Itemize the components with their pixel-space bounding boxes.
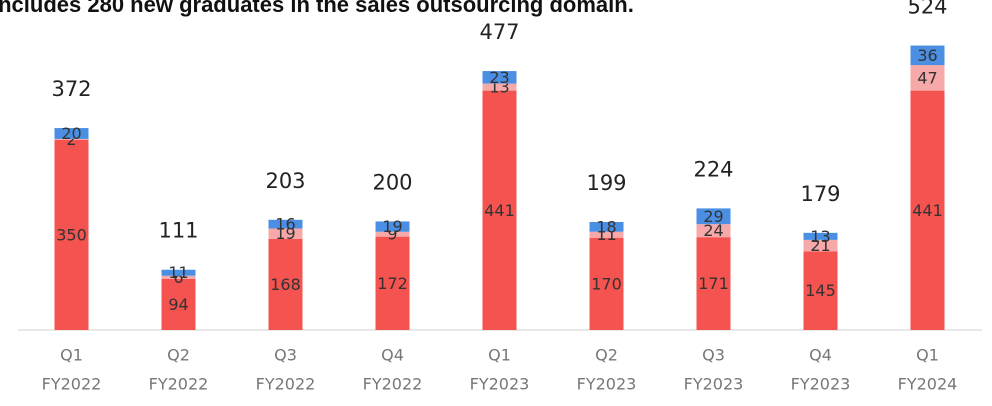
segment-label: 11	[168, 263, 188, 282]
bar-segment	[54, 138, 89, 140]
x-tick-label: FY2024	[898, 375, 958, 394]
x-tick-label: Q1	[488, 346, 511, 365]
x-tick-label: FY2022	[149, 375, 209, 394]
bar-segment	[910, 65, 945, 91]
x-tick-label: Q4	[809, 346, 832, 365]
total-label: 179	[800, 182, 840, 206]
x-tick-label: FY2023	[684, 375, 744, 394]
total-label: 477	[479, 20, 519, 44]
segment-label: 18	[596, 217, 616, 236]
x-tick-label: FY2023	[470, 375, 530, 394]
chart-title: Includes 280 new graduates in the sales …	[0, 0, 634, 17]
bar-segment	[268, 219, 303, 229]
bar-segment	[910, 45, 945, 66]
x-tick-label: FY2022	[256, 375, 316, 394]
total-label: 111	[158, 219, 198, 243]
x-tick-label: FY2023	[791, 375, 851, 394]
bar-segment	[696, 237, 731, 330]
segment-label: 350	[56, 226, 87, 245]
total-label: 372	[51, 77, 91, 101]
bar-segment	[161, 278, 196, 330]
bar-segment	[696, 224, 731, 238]
segment-label: 168	[270, 275, 301, 294]
x-tick-label: FY2023	[577, 375, 637, 394]
x-tick-label: Q1	[60, 346, 83, 365]
segment-label: 170	[591, 274, 622, 293]
x-tick-label: FY2022	[42, 375, 102, 394]
bar-segment	[803, 251, 838, 330]
segment-label: 23	[489, 68, 509, 87]
segment-label: 20	[61, 124, 81, 143]
bar-segment	[482, 71, 517, 84]
segment-label: 19	[382, 217, 402, 236]
bar-segment	[268, 228, 303, 239]
bar-segment	[482, 90, 517, 330]
bar-segment	[54, 140, 89, 330]
bar-segment	[910, 90, 945, 330]
segment-label: 29	[703, 207, 723, 226]
total-label: 200	[372, 170, 412, 194]
total-label: 199	[586, 171, 626, 195]
bar-segment	[589, 237, 624, 330]
bar-segment	[696, 208, 731, 225]
total-label: 524	[907, 0, 947, 19]
segment-label: 19	[275, 224, 295, 243]
bar-segment	[268, 238, 303, 330]
segment-label: 6	[173, 268, 183, 287]
bar-segment	[803, 232, 838, 240]
segment-label: 171	[698, 274, 729, 293]
bar-segment	[589, 221, 624, 232]
segment-label: 16	[275, 215, 295, 234]
bar-segment	[375, 231, 410, 237]
segment-label: 36	[917, 46, 937, 65]
x-tick-label: Q3	[702, 346, 725, 365]
bar-segment	[375, 236, 410, 330]
segment-label: 94	[168, 295, 188, 314]
bar-segment	[803, 239, 838, 252]
segment-label: 13	[810, 227, 830, 246]
x-tick-label: Q2	[595, 346, 618, 365]
segment-label: 24	[703, 221, 723, 240]
bar-segment	[482, 83, 517, 91]
bar-segment	[161, 269, 196, 276]
segment-label: 441	[912, 201, 943, 220]
bar-segment	[589, 231, 624, 238]
segment-label: 9	[387, 225, 397, 244]
segment-label: 145	[805, 281, 836, 300]
bar-segment	[54, 128, 89, 139]
segment-label: 47	[917, 68, 937, 87]
total-label: 224	[693, 157, 733, 181]
segment-label: 21	[810, 236, 830, 255]
segment-label: 441	[484, 201, 515, 220]
x-tick-label: Q3	[274, 346, 297, 365]
total-label: 203	[265, 169, 305, 193]
bar-segment	[161, 275, 196, 279]
segment-label: 2	[66, 130, 76, 149]
x-tick-label: Q1	[916, 346, 939, 365]
x-tick-label: FY2022	[363, 375, 423, 394]
segment-label: 172	[377, 274, 408, 293]
x-tick-label: Q2	[167, 346, 190, 365]
x-tick-label: Q4	[381, 346, 404, 365]
bar-segment	[375, 221, 410, 232]
